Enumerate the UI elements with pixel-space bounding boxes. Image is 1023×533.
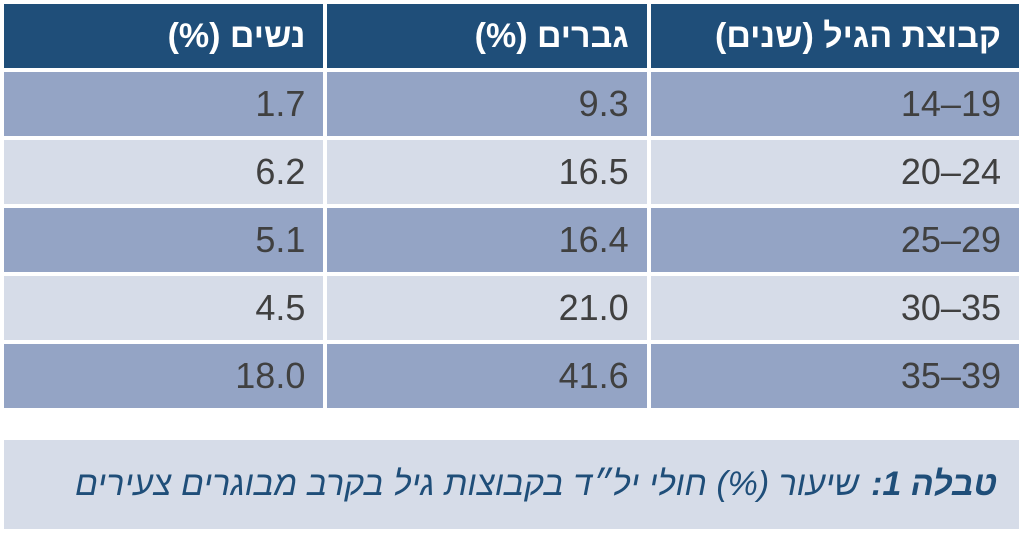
caption-label: טבלה 1: bbox=[871, 465, 997, 503]
cell-age-group: 24–20 bbox=[650, 140, 1019, 204]
cell-women: 6.2 bbox=[4, 140, 324, 204]
cell-age-group: 35–30 bbox=[650, 276, 1019, 340]
cell-men: 41.6 bbox=[327, 344, 647, 408]
header-men: גברים (%) bbox=[327, 4, 647, 68]
table-row: 19–14 9.3 1.7 bbox=[4, 72, 1019, 136]
table-row: 29–25 16.4 5.1 bbox=[4, 208, 1019, 272]
cell-men: 21.0 bbox=[327, 276, 647, 340]
cell-men: 16.4 bbox=[327, 208, 647, 272]
cell-women: 4.5 bbox=[4, 276, 324, 340]
table-row: 35–30 21.0 4.5 bbox=[4, 276, 1019, 340]
table-row: 39–35 41.6 18.0 bbox=[4, 344, 1019, 408]
cell-age-group: 19–14 bbox=[650, 72, 1019, 136]
header-row: קבוצת הגיל (שנים) גברים (%) נשים (%) bbox=[4, 4, 1019, 68]
cell-women: 1.7 bbox=[4, 72, 324, 136]
header-women: נשים (%) bbox=[4, 4, 324, 68]
table-caption: טבלה 1: שיעור (%) חולי יל״ד בקבוצות גיל … bbox=[4, 440, 1019, 529]
data-table: קבוצת הגיל (שנים) גברים (%) נשים (%) 19–… bbox=[4, 4, 1019, 408]
header-age-group: קבוצת הגיל (שנים) bbox=[650, 4, 1019, 68]
cell-age-group: 39–35 bbox=[650, 344, 1019, 408]
table-row: 24–20 16.5 6.2 bbox=[4, 140, 1019, 204]
cell-age-group: 29–25 bbox=[650, 208, 1019, 272]
cell-women: 18.0 bbox=[4, 344, 324, 408]
caption-text: שיעור (%) חולי יל״ד בקבוצות גיל בקרב מבו… bbox=[75, 465, 860, 503]
cell-women: 5.1 bbox=[4, 208, 324, 272]
cell-men: 16.5 bbox=[327, 140, 647, 204]
cell-men: 9.3 bbox=[327, 72, 647, 136]
